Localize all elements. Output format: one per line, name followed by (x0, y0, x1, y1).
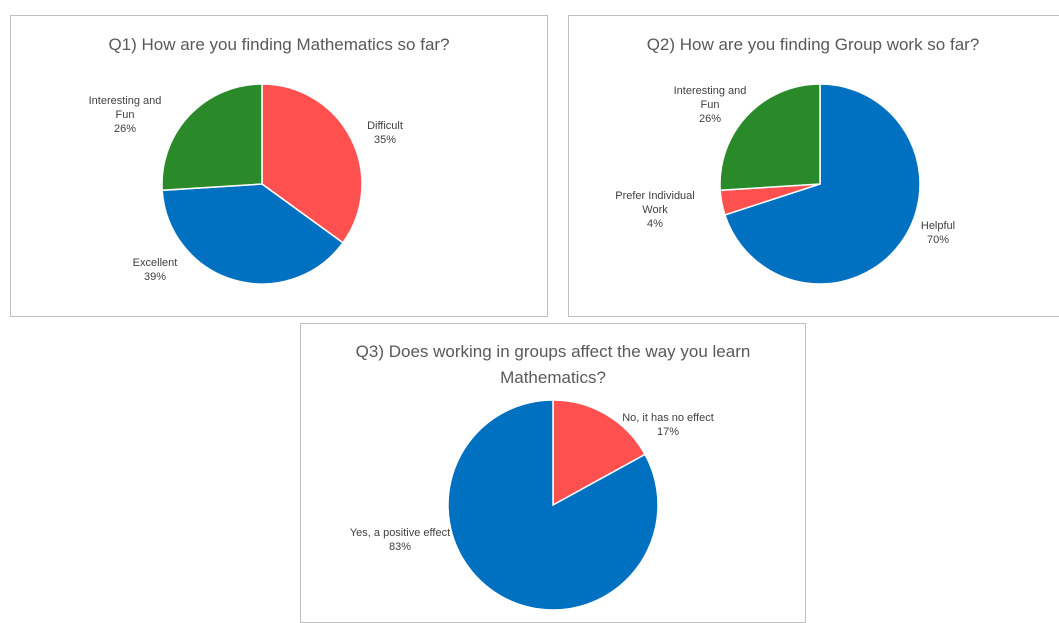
value-label: 39% (143, 271, 167, 283)
category-label: Interesting and Fun (673, 85, 747, 111)
chart-title: Q1) How are you finding Mathematics so f… (108, 35, 450, 54)
data-label: Excellent 39% (120, 256, 190, 284)
value-label: 70% (926, 234, 950, 246)
data-label: Prefer Individual Work 4% (610, 189, 700, 231)
value-label: 35% (373, 134, 397, 146)
value-label: 26% (113, 123, 137, 135)
category-label: Interesting and Fun (88, 95, 162, 121)
data-label: No, it has no effect 17% (613, 411, 723, 439)
category-label: Yes, a positive effect (349, 527, 451, 539)
category-label: Helpful (920, 220, 956, 232)
category-label: Excellent (132, 257, 178, 269)
pie-slice (719, 83, 821, 192)
pie-slice (552, 399, 647, 507)
pie-slice (723, 83, 921, 285)
chart-title: Q3) Does working in groups affect the wa… (355, 342, 751, 387)
pie-slice (161, 183, 344, 285)
data-label: Interesting and Fun 26% (665, 84, 755, 126)
pie-slice (447, 399, 659, 611)
data-label: Helpful 70% (903, 219, 973, 247)
value-label: 26% (698, 113, 722, 125)
category-label: No, it has no effect (622, 412, 714, 424)
value-label: 83% (388, 541, 412, 553)
category-label: Prefer Individual Work (615, 190, 695, 216)
pie-slice (261, 83, 363, 244)
chart-title: Q2) How are you finding Group work so fa… (646, 35, 980, 54)
value-label: 17% (656, 426, 680, 438)
data-label: Interesting and Fun 26% (80, 94, 170, 136)
data-label: Yes, a positive effect 83% (340, 526, 460, 554)
pie-slice (161, 83, 263, 192)
category-label: Difficult (367, 120, 403, 132)
value-label: 4% (647, 218, 663, 230)
data-label: Difficult 35% (350, 119, 420, 147)
